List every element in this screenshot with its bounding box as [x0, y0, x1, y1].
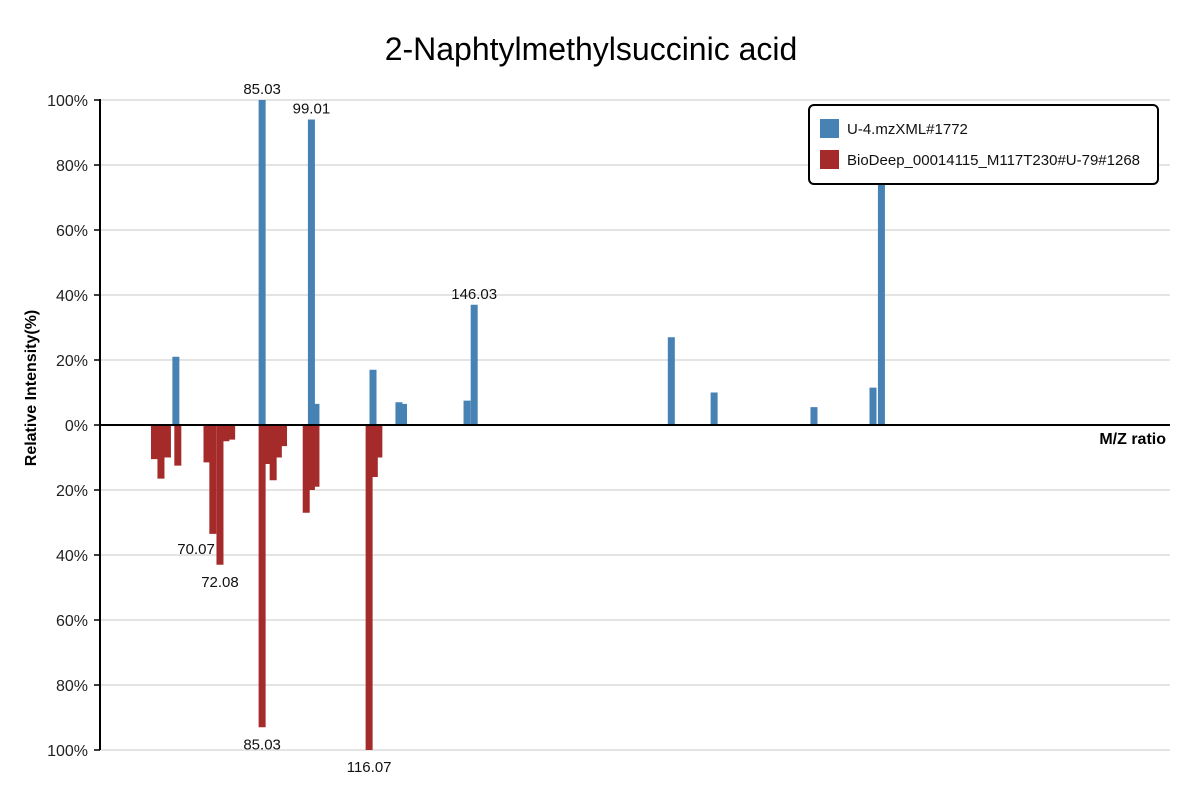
peak-labels: 85.03 99.01 146.03 70.07 72.08 85.03 116.07	[177, 81, 497, 776]
reference-peak-bar	[274, 425, 282, 458]
query-peak-bar	[877, 181, 885, 425]
query-peak-bar	[869, 387, 877, 426]
legend: U-4.mzXML#1772 BioDeep_00014115_M117T230…	[808, 104, 1159, 185]
y-tick-label: 20%	[56, 483, 88, 500]
gridlines	[100, 99, 1170, 751]
query-peak-label: 99.01	[293, 101, 331, 118]
legend-label-query: U-4.mzXML#1772	[847, 121, 968, 138]
legend-swatch-query	[820, 119, 839, 138]
reference-peak-bar	[157, 425, 165, 479]
query-peak-label: 85.03	[243, 81, 281, 98]
y-tick-label: 20%	[56, 353, 88, 370]
spectrum-bars	[150, 100, 885, 750]
y-tick-label: 40%	[56, 548, 88, 565]
query-peak-bar	[395, 402, 403, 425]
reference-peak-bar	[203, 425, 211, 463]
reference-peak-bar	[302, 425, 310, 513]
reference-peak-label: 70.07	[177, 541, 215, 558]
y-tick-label: 80%	[56, 678, 88, 695]
reference-peak-bar	[209, 425, 217, 534]
query-peak-bar	[470, 304, 478, 425]
reference-peak-bar	[228, 425, 236, 440]
reference-peak-bar	[174, 425, 182, 466]
reference-peak-bar	[265, 425, 273, 464]
reference-peak-bar	[150, 425, 158, 460]
reference-peak-bar	[312, 425, 320, 487]
reference-peak-bar	[375, 425, 383, 458]
y-tick-label: 100%	[47, 743, 88, 760]
reference-peak-bar	[216, 425, 224, 565]
query-peak-bar	[258, 100, 266, 425]
y-tick-label: 60%	[56, 223, 88, 240]
query-peak-bar	[312, 403, 320, 426]
y-tick-label: 80%	[56, 158, 88, 175]
query-peak-bar	[172, 356, 180, 425]
y-tick-label: 60%	[56, 613, 88, 630]
reference-peak-label: 85.03	[243, 736, 281, 753]
x-axis-title: M/Z ratio	[1099, 431, 1166, 448]
reference-peak-bar	[280, 425, 288, 447]
reference-peak-label: 116.07	[347, 759, 392, 776]
query-peak-bar	[667, 337, 675, 425]
reference-peak-bar	[370, 425, 378, 477]
chart-title: 2-Naphtylmethylsuccinic acid	[385, 31, 798, 67]
legend-box	[808, 104, 1159, 185]
reference-peak-bar	[163, 425, 171, 458]
query-peak-bar	[369, 369, 377, 425]
query-peak-bar	[463, 400, 471, 426]
reference-peak-bar	[365, 425, 373, 750]
query-peak-bar	[810, 407, 818, 426]
reference-peak-bar	[258, 425, 266, 728]
y-axis-ticks: 100% 80% 60% 40% 20% 0% 20% 40% 60% 80% 100%	[47, 93, 100, 760]
reference-peak-label: 72.08	[201, 574, 239, 591]
query-peak-bar	[710, 392, 718, 425]
reference-peak-bar	[307, 425, 315, 490]
query-peak-bar	[399, 403, 407, 426]
y-tick-label: 100%	[47, 93, 88, 110]
query-peak-bar	[307, 119, 315, 425]
y-tick-label: 40%	[56, 288, 88, 305]
y-axis-title: Relative Intensity(%)	[23, 310, 40, 466]
reference-peak-bar	[269, 425, 277, 481]
y-tick-label: 0%	[65, 418, 88, 435]
query-peak-label: 146.03	[451, 286, 497, 303]
reference-peak-bar	[222, 425, 230, 442]
legend-label-reference: BioDeep_00014115_M117T230#U-79#1268	[847, 152, 1140, 169]
legend-swatch-reference	[820, 150, 839, 169]
